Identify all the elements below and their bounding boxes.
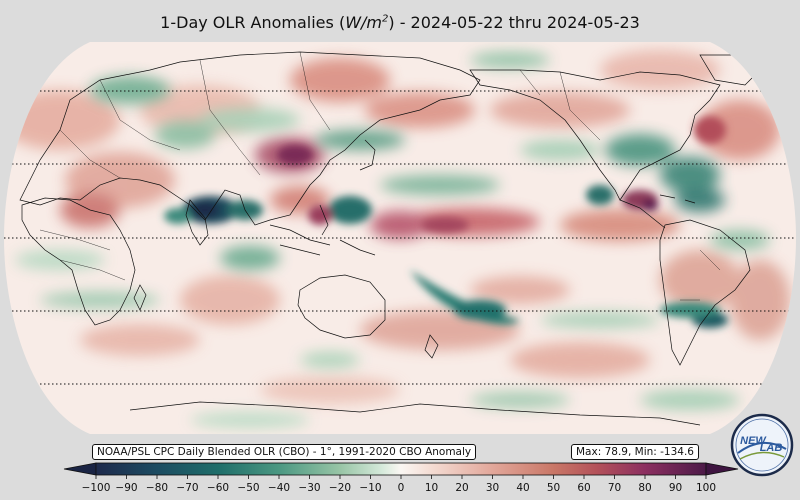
nz-coast — [424, 334, 439, 359]
colorbar-tick-label: 30 — [485, 482, 500, 494]
colorbar-tick-label: −100 — [81, 482, 111, 494]
anomaly-field-negative — [15, 52, 770, 428]
north-america-coast — [469, 69, 721, 201]
country-borders — [39, 51, 721, 301]
colorbar-tick-label: −10 — [359, 482, 382, 494]
australia-coast — [297, 274, 386, 339]
stats-label: Max: 78.9, Min: -134.6 — [571, 444, 699, 460]
sea-islands — [269, 204, 376, 256]
coastlines — [19, 51, 761, 426]
colorbar-tick-label: 50 — [546, 482, 561, 494]
colorbar-tick-label: 60 — [577, 482, 591, 494]
colorbar-tick-label: 80 — [638, 482, 652, 494]
africa-coast — [21, 197, 136, 326]
colorbar-tick-label: −70 — [176, 482, 199, 494]
colorbar-tick-label: 70 — [607, 482, 622, 494]
logo-text-a: NEW — [740, 435, 767, 447]
colorbar-tick-label: 0 — [397, 482, 405, 494]
lab-logo: NEW LAB — [730, 413, 794, 477]
colorbar-tick-label: 10 — [424, 482, 439, 494]
latitude-gridlines — [4, 90, 796, 385]
eurasia-coast — [19, 51, 481, 226]
source-label: NOAA/PSL CPC Daily Blended OLR (CBO) - 1… — [92, 444, 477, 460]
japan-coast — [359, 139, 376, 171]
colorbar-tick-label: −60 — [206, 482, 230, 494]
central-america-coast — [619, 199, 666, 229]
colorbar-tick-labels: −100 −90 −80 −70 −60 −50 −40 −30 −20 −10 0 10 20 30 40… — [0, 482, 800, 496]
colorbar-tick-label: 100 — [695, 482, 717, 494]
anomaly-field-extremes — [164, 116, 728, 328]
madagascar-coast — [133, 284, 147, 311]
colorbar-extend-low — [63, 462, 97, 476]
colorbar-tick-label: −20 — [328, 482, 352, 494]
colorbar-tick-label: −30 — [298, 482, 321, 494]
colorbar-tick-label: −40 — [267, 482, 291, 494]
colorbar-extend-high — [705, 462, 739, 476]
antarctica-coast — [129, 401, 701, 426]
colorbar — [63, 462, 739, 479]
logo-text-b: LAB — [760, 442, 783, 454]
colorbar-tick-label: −50 — [237, 482, 260, 494]
map-title: 1-Day OLR Anomalies (W/m2) - 2024-05-22 … — [160, 13, 640, 32]
colorbar-tick-label: 90 — [668, 482, 683, 494]
colorbar-tick-label: 20 — [455, 482, 469, 494]
caribbean-islands — [659, 194, 696, 204]
anomaly-field-positive — [4, 50, 790, 404]
colorbar-body — [95, 462, 707, 476]
south-america-coast — [659, 219, 751, 366]
title-unit: W/m2 — [345, 13, 389, 32]
colorbar-tick-label: 40 — [516, 482, 530, 494]
colorbar-tick-label: −90 — [115, 482, 138, 494]
colorbar-tick-label: −80 — [145, 482, 169, 494]
india-coast — [185, 199, 209, 246]
